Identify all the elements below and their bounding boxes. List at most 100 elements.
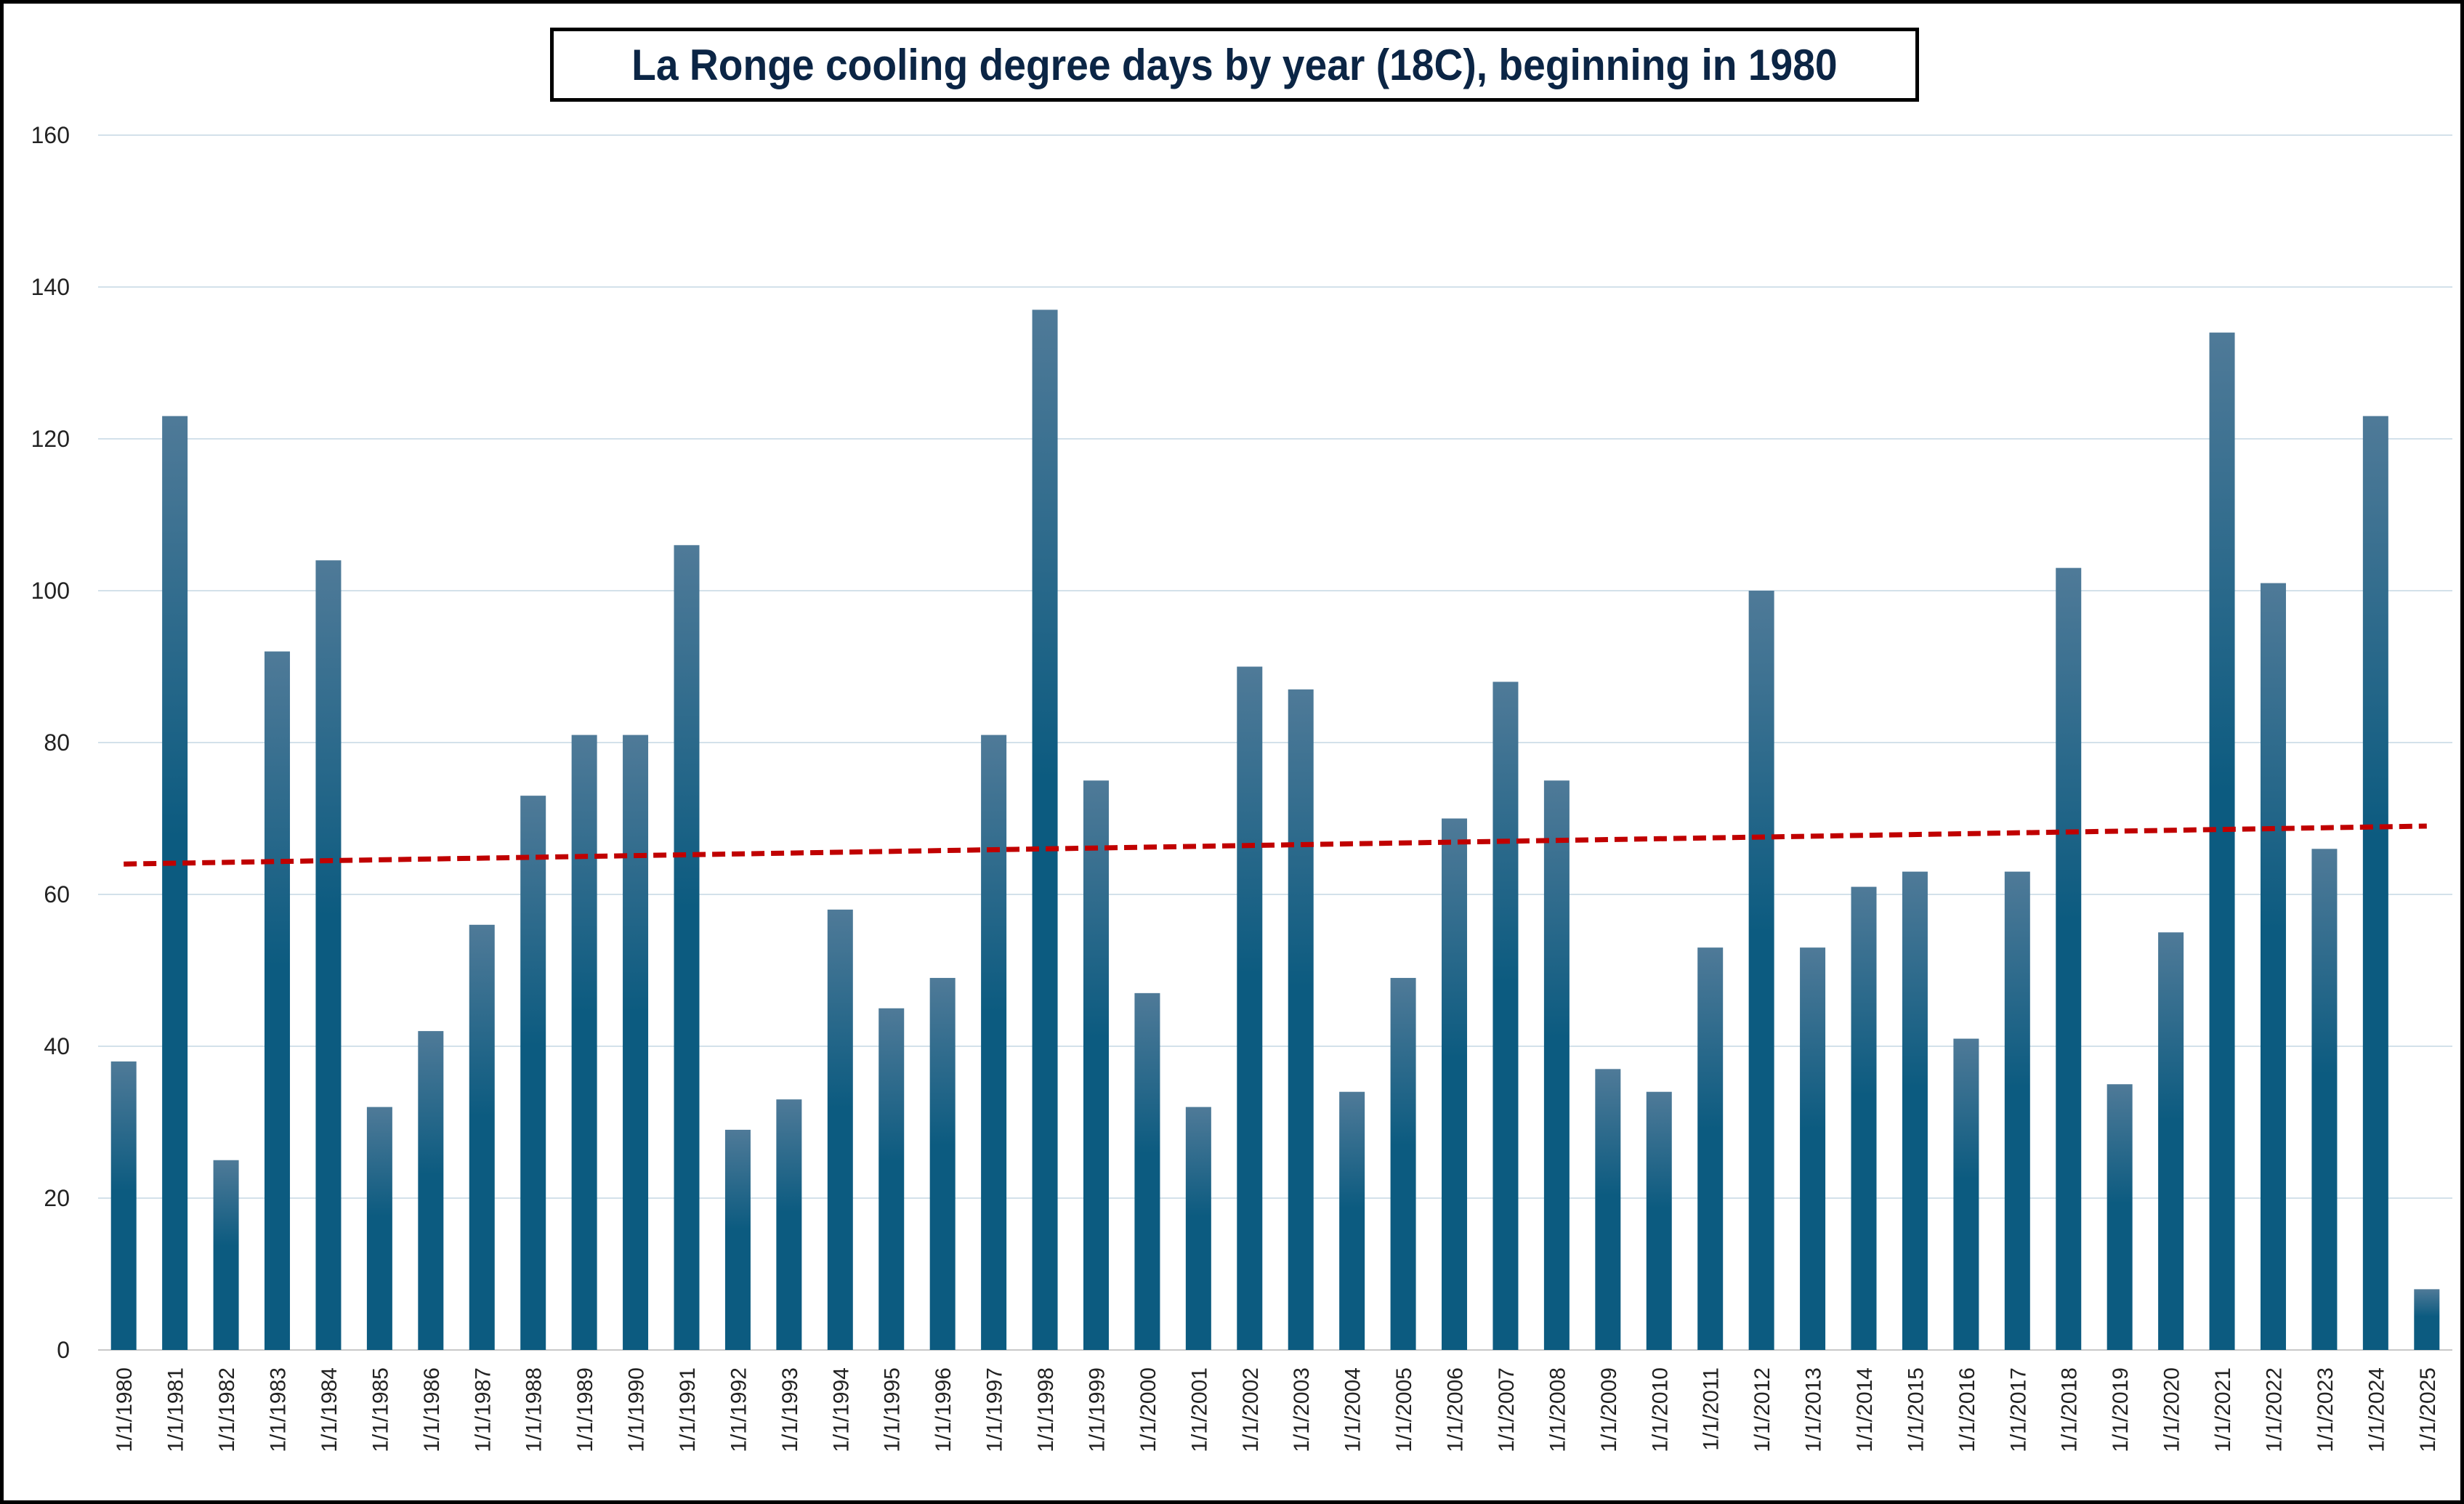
x-tick-label: 1/1/1982 (215, 1367, 239, 1452)
x-tick-label: 1/1/2002 (1239, 1367, 1263, 1452)
bar (571, 735, 597, 1350)
x-tick-label: 1/1/2015 (1904, 1367, 1928, 1452)
x-tick-label: 1/1/1985 (368, 1367, 392, 1452)
trendline-layer (124, 823, 2427, 867)
x-tick-label: 1/1/1986 (420, 1367, 444, 1452)
bar (315, 560, 342, 1351)
bar (1339, 1091, 1365, 1350)
bar (1390, 977, 1416, 1350)
bar (520, 796, 546, 1350)
bar (724, 1129, 751, 1350)
x-tick-label: 1/1/2005 (1392, 1367, 1416, 1452)
bar (674, 545, 700, 1350)
bar (1442, 818, 1468, 1350)
x-tick-label: 1/1/2021 (2211, 1367, 2235, 1452)
bar (162, 416, 188, 1350)
bar (213, 1160, 239, 1350)
bar (110, 1061, 137, 1350)
x-tick-label: 1/1/1988 (522, 1367, 546, 1452)
x-axis-tick-labels: 1/1/1980 1/1/1981 1/1/1982 1/1/1983 1/1/1984… (113, 1367, 2440, 1452)
trendline (124, 823, 2427, 867)
x-tick-label: 1/1/1991 (676, 1367, 700, 1452)
x-tick-label: 1/1/2019 (2109, 1367, 2133, 1452)
y-axis-tick-labels: 0 20 40 60 80 100 120 140 160 (31, 122, 70, 1363)
x-tick-label: 1/1/2003 (1290, 1367, 1314, 1452)
x-tick-label: 1/1/1981 (164, 1367, 188, 1452)
bar (2106, 1084, 2133, 1350)
bars (110, 310, 2440, 1351)
x-tick-label: 1/1/2012 (1750, 1367, 1774, 1452)
x-tick-label: 1/1/1984 (318, 1367, 342, 1452)
bar (264, 651, 291, 1350)
bar (929, 977, 956, 1350)
x-tick-label: 1/1/2007 (1495, 1367, 1519, 1452)
bar (1237, 666, 1263, 1350)
x-tick-label: 1/1/2018 (2058, 1367, 2082, 1452)
y-tick-label: 160 (31, 122, 70, 148)
bar (623, 735, 649, 1350)
bar (1288, 689, 1314, 1350)
bar (469, 924, 495, 1350)
x-tick-label: 1/1/2004 (1341, 1367, 1365, 1452)
bar (878, 1008, 905, 1350)
bar (2056, 567, 2082, 1350)
bar (1492, 682, 1519, 1350)
bar (981, 735, 1007, 1350)
x-tick-label: 1/1/2000 (1136, 1367, 1160, 1452)
y-tick-label: 20 (44, 1185, 70, 1211)
x-tick-label: 1/1/1995 (881, 1367, 905, 1452)
x-tick-label: 1/1/2001 (1187, 1367, 1211, 1452)
bar (366, 1107, 392, 1350)
bar (776, 1099, 802, 1350)
bar (2362, 416, 2388, 1350)
bar (1953, 1038, 1979, 1350)
x-tick-label: 1/1/2016 (1955, 1367, 1979, 1452)
x-tick-label: 1/1/1999 (1085, 1367, 1109, 1452)
x-tick-label: 1/1/2011 (1700, 1367, 1724, 1451)
bar (2260, 583, 2286, 1350)
x-tick-label: 1/1/2013 (1802, 1367, 1826, 1452)
x-tick-label: 1/1/1996 (932, 1367, 956, 1452)
chart-title-box: La Ronge cooling degree days by year (18… (550, 28, 1919, 102)
x-tick-label: 1/1/1983 (267, 1367, 291, 1452)
bar (1083, 780, 1109, 1350)
x-tick-label: 1/1/1997 (983, 1367, 1007, 1452)
x-tick-label: 1/1/1990 (625, 1367, 649, 1452)
bar (1185, 1107, 1211, 1350)
y-tick-label: 40 (44, 1033, 70, 1059)
y-tick-label: 100 (31, 578, 70, 604)
x-tick-label: 1/1/1998 (1034, 1367, 1058, 1452)
x-tick-label: 1/1/2009 (1597, 1367, 1621, 1452)
bar (418, 1031, 444, 1350)
bar (1032, 310, 1058, 1351)
bar (1543, 780, 1570, 1350)
x-tick-label: 1/1/2014 (1853, 1367, 1877, 1452)
x-tick-label: 1/1/1989 (573, 1367, 597, 1452)
bar (1646, 1091, 1672, 1350)
x-tick-label: 1/1/1987 (471, 1367, 495, 1452)
x-tick-label: 1/1/2017 (2006, 1367, 2030, 1452)
bar (827, 909, 853, 1350)
x-tick-label: 1/1/1992 (727, 1367, 751, 1452)
x-tick-label: 1/1/1980 (113, 1367, 137, 1452)
chart-title: La Ronge cooling degree days by year (18… (631, 40, 1838, 89)
x-tick-label: 1/1/1993 (778, 1367, 802, 1452)
y-tick-label: 120 (31, 426, 70, 452)
bar (1800, 947, 1826, 1350)
y-tick-label: 0 (57, 1337, 70, 1363)
bar (2158, 932, 2184, 1350)
x-tick-label: 1/1/2022 (2262, 1367, 2286, 1452)
x-tick-label: 1/1/2025 (2416, 1367, 2440, 1452)
y-tick-label: 140 (31, 274, 70, 300)
x-tick-label: 1/1/1994 (829, 1367, 853, 1452)
bar (1748, 591, 1774, 1350)
gridlines (98, 134, 2452, 1351)
y-tick-label: 60 (44, 881, 70, 907)
bar (2209, 332, 2235, 1351)
bar (1902, 871, 1928, 1350)
x-tick-label: 1/1/2010 (1648, 1367, 1672, 1452)
x-tick-label: 1/1/2020 (2160, 1367, 2184, 1452)
x-tick-label: 1/1/2008 (1546, 1367, 1570, 1452)
